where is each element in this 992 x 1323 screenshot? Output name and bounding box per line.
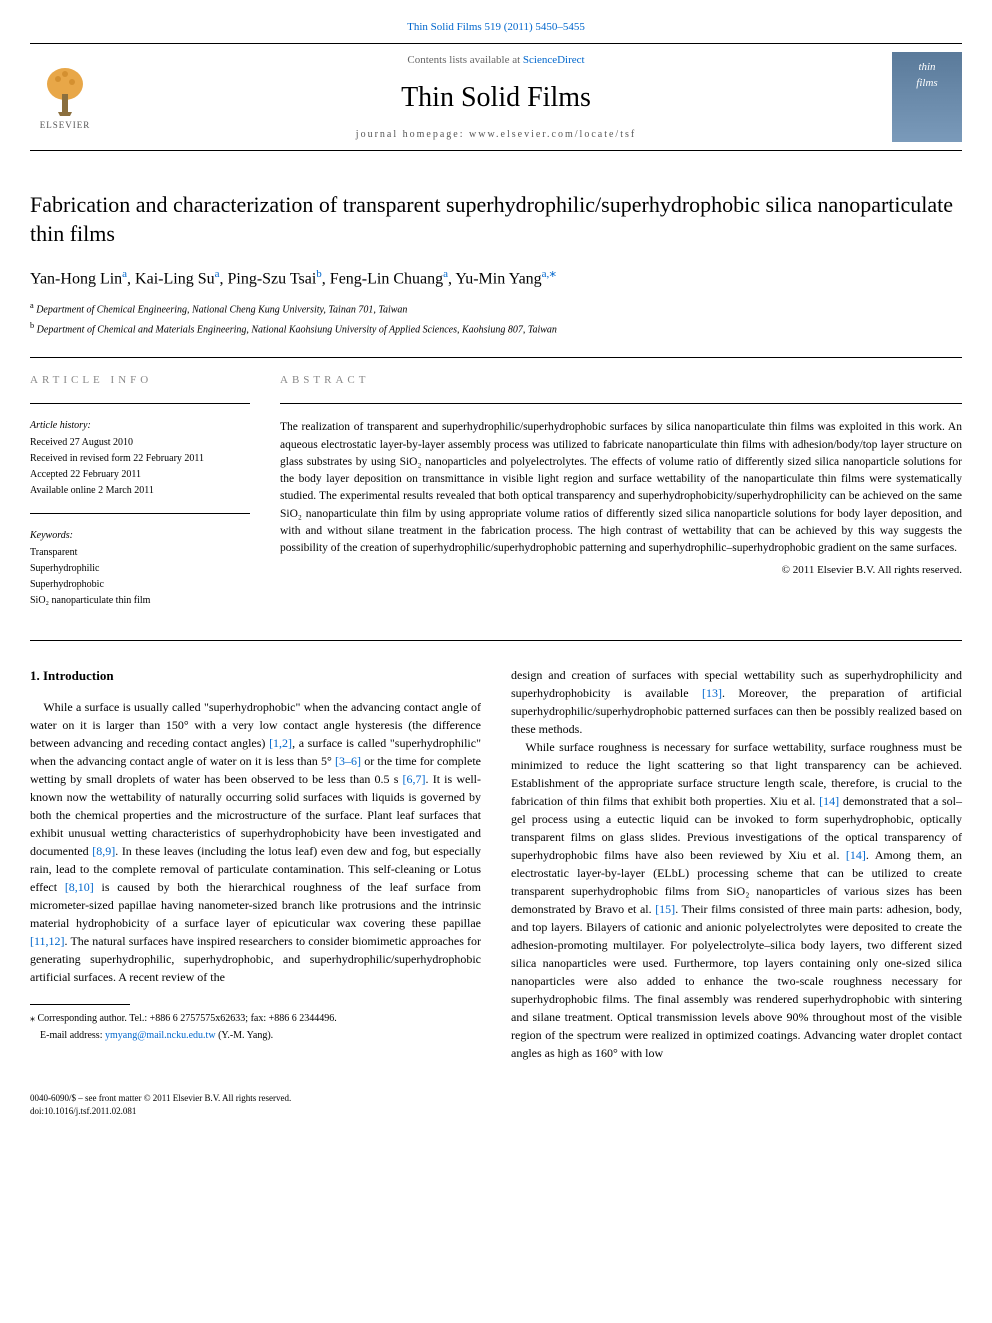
author-2-aff: a [215, 268, 220, 280]
journal-cover-thumbnail: thin films [892, 52, 962, 142]
corresponding-footnote: ⁎ Corresponding author. Tel.: +886 6 275… [30, 1011, 481, 1026]
footnote-separator [30, 1004, 130, 1005]
authors-list: Yan-Hong Lina, Kai-Ling Sua, Ping-Szu Ts… [30, 264, 962, 291]
abstract-copyright: © 2011 Elsevier B.V. All rights reserved… [280, 563, 962, 578]
journal-header: ELSEVIER Contents lists available at Sci… [30, 43, 962, 151]
contents-prefix: Contents lists available at [407, 54, 522, 66]
cover-text-1: thin [918, 60, 935, 75]
homepage-prefix: journal homepage: [356, 129, 469, 140]
affil-a-sup: a [30, 301, 34, 310]
body-column-right: design and creation of surfaces with spe… [511, 666, 962, 1062]
keyword-1: Transparent [30, 546, 250, 560]
affiliation-a: a Department of Chemical Engineering, Na… [30, 300, 962, 317]
cite-14a[interactable]: [14] [819, 794, 839, 808]
p1-seg-g: . The natural surfaces have inspired res… [30, 934, 481, 984]
keyword-2: Superhydrophilic [30, 562, 250, 576]
keyword-3: Superhydrophobic [30, 578, 250, 592]
cite-6-7[interactable]: [6,7] [403, 772, 426, 786]
elsevier-logo: ELSEVIER [30, 57, 100, 137]
affil-b-text: Department of Chemical and Materials Eng… [37, 324, 557, 335]
abstract-column: ABSTRACT The realization of transparent … [280, 373, 962, 620]
meta-abstract-row: ARTICLE INFO Article history: Received 2… [30, 373, 962, 620]
homepage-url[interactable]: www.elsevier.com/locate/tsf [469, 129, 636, 140]
keyword-4: SiO₂ nanoparticulate thin film [30, 594, 250, 608]
cite-1-2[interactable]: [1,2] [269, 736, 292, 750]
author-4: Feng-Lin Chuang [330, 270, 443, 287]
article-title: Fabrication and characterization of tran… [30, 191, 962, 248]
citation-link[interactable]: Thin Solid Films 519 (2011) 5450–5455 [407, 21, 585, 33]
divider-top [30, 357, 962, 358]
cite-15[interactable]: [15] [655, 902, 675, 916]
received-date: Received 27 August 2010 [30, 436, 250, 450]
divider-mid [30, 640, 962, 641]
journal-homepage: journal homepage: www.elsevier.com/locat… [100, 128, 892, 142]
col2-paragraph-2: While surface roughness is necessary for… [511, 738, 962, 1062]
body-columns: 1. Introduction While a surface is usual… [30, 666, 962, 1062]
author-1-aff: a [122, 268, 127, 280]
cite-14b[interactable]: [14] [846, 848, 866, 862]
history-block: Article history: Received 27 August 2010… [30, 419, 250, 498]
cite-8-10[interactable]: [8,10] [65, 880, 94, 894]
cover-text-2: films [916, 76, 937, 91]
abstract-text: The realization of transparent and super… [280, 419, 962, 557]
abstract-divider [280, 403, 962, 404]
author-3-aff: b [316, 268, 322, 280]
elsevier-label: ELSEVIER [40, 119, 91, 132]
c2p2-seg-d: . Their films consisted of three main pa… [511, 902, 962, 1060]
page-footer: 0040-6090/$ – see front matter © 2011 El… [0, 1092, 992, 1137]
author-4-aff: a [443, 268, 448, 280]
email-label: E-mail address: [40, 1030, 105, 1041]
journal-header-center: Contents lists available at ScienceDirec… [100, 53, 892, 142]
author-2: Kai-Ling Su [135, 270, 215, 287]
contents-line: Contents lists available at ScienceDirec… [100, 53, 892, 68]
affil-a-text: Department of Chemical Engineering, Nati… [36, 305, 407, 316]
keywords-block: Keywords: Transparent Superhydrophilic S… [30, 529, 250, 608]
corresponding-mark[interactable]: ⁎ [549, 265, 556, 280]
intro-paragraph-1: While a surface is usually called "super… [30, 698, 481, 986]
issn-line: 0040-6090/$ – see front matter © 2011 El… [30, 1092, 962, 1105]
doi-line: doi:10.1016/j.tsf.2011.02.081 [30, 1105, 962, 1118]
affiliations: a Department of Chemical Engineering, Na… [30, 300, 962, 337]
abstract-heading: ABSTRACT [280, 373, 962, 388]
affil-b-sup: b [30, 321, 34, 330]
cite-11-12[interactable]: [11,12] [30, 934, 65, 948]
author-3: Ping-Szu Tsai [227, 270, 316, 287]
article-info-heading: ARTICLE INFO [30, 373, 250, 388]
body-column-left: 1. Introduction While a surface is usual… [30, 666, 481, 1062]
cite-13[interactable]: [13] [702, 686, 722, 700]
p1-seg-f: is caused by both the hierarchical rough… [30, 880, 481, 930]
journal-title: Thin Solid Films [100, 78, 892, 117]
article-info: ARTICLE INFO Article history: Received 2… [30, 373, 250, 620]
info-divider-1 [30, 403, 250, 404]
author-1: Yan-Hong Lin [30, 270, 122, 287]
page-header-citation: Thin Solid Films 519 (2011) 5450–5455 [0, 0, 992, 43]
author-5: Yu-Min Yang [455, 270, 541, 287]
cite-3-6[interactable]: [3–6] [335, 754, 361, 768]
cite-8-9[interactable]: [8,9] [92, 844, 115, 858]
history-label: Article history: [30, 419, 250, 433]
col2-paragraph-1: design and creation of surfaces with spe… [511, 666, 962, 738]
sciencedirect-link[interactable]: ScienceDirect [523, 54, 585, 66]
revised-date: Received in revised form 22 February 201… [30, 452, 250, 466]
info-divider-2 [30, 513, 250, 514]
email-footnote: E-mail address: ymyang@mail.ncku.edu.tw … [30, 1028, 481, 1043]
email-suffix: (Y.-M. Yang). [216, 1030, 274, 1041]
intro-heading: 1. Introduction [30, 666, 481, 686]
email-link[interactable]: ymyang@mail.ncku.edu.tw [105, 1030, 216, 1041]
keywords-label: Keywords: [30, 529, 250, 543]
online-date: Available online 2 March 2011 [30, 484, 250, 498]
accepted-date: Accepted 22 February 2011 [30, 468, 250, 482]
elsevier-tree-icon [40, 64, 90, 119]
article-content: Fabrication and characterization of tran… [0, 151, 992, 1092]
affiliation-b: b Department of Chemical and Materials E… [30, 320, 962, 337]
